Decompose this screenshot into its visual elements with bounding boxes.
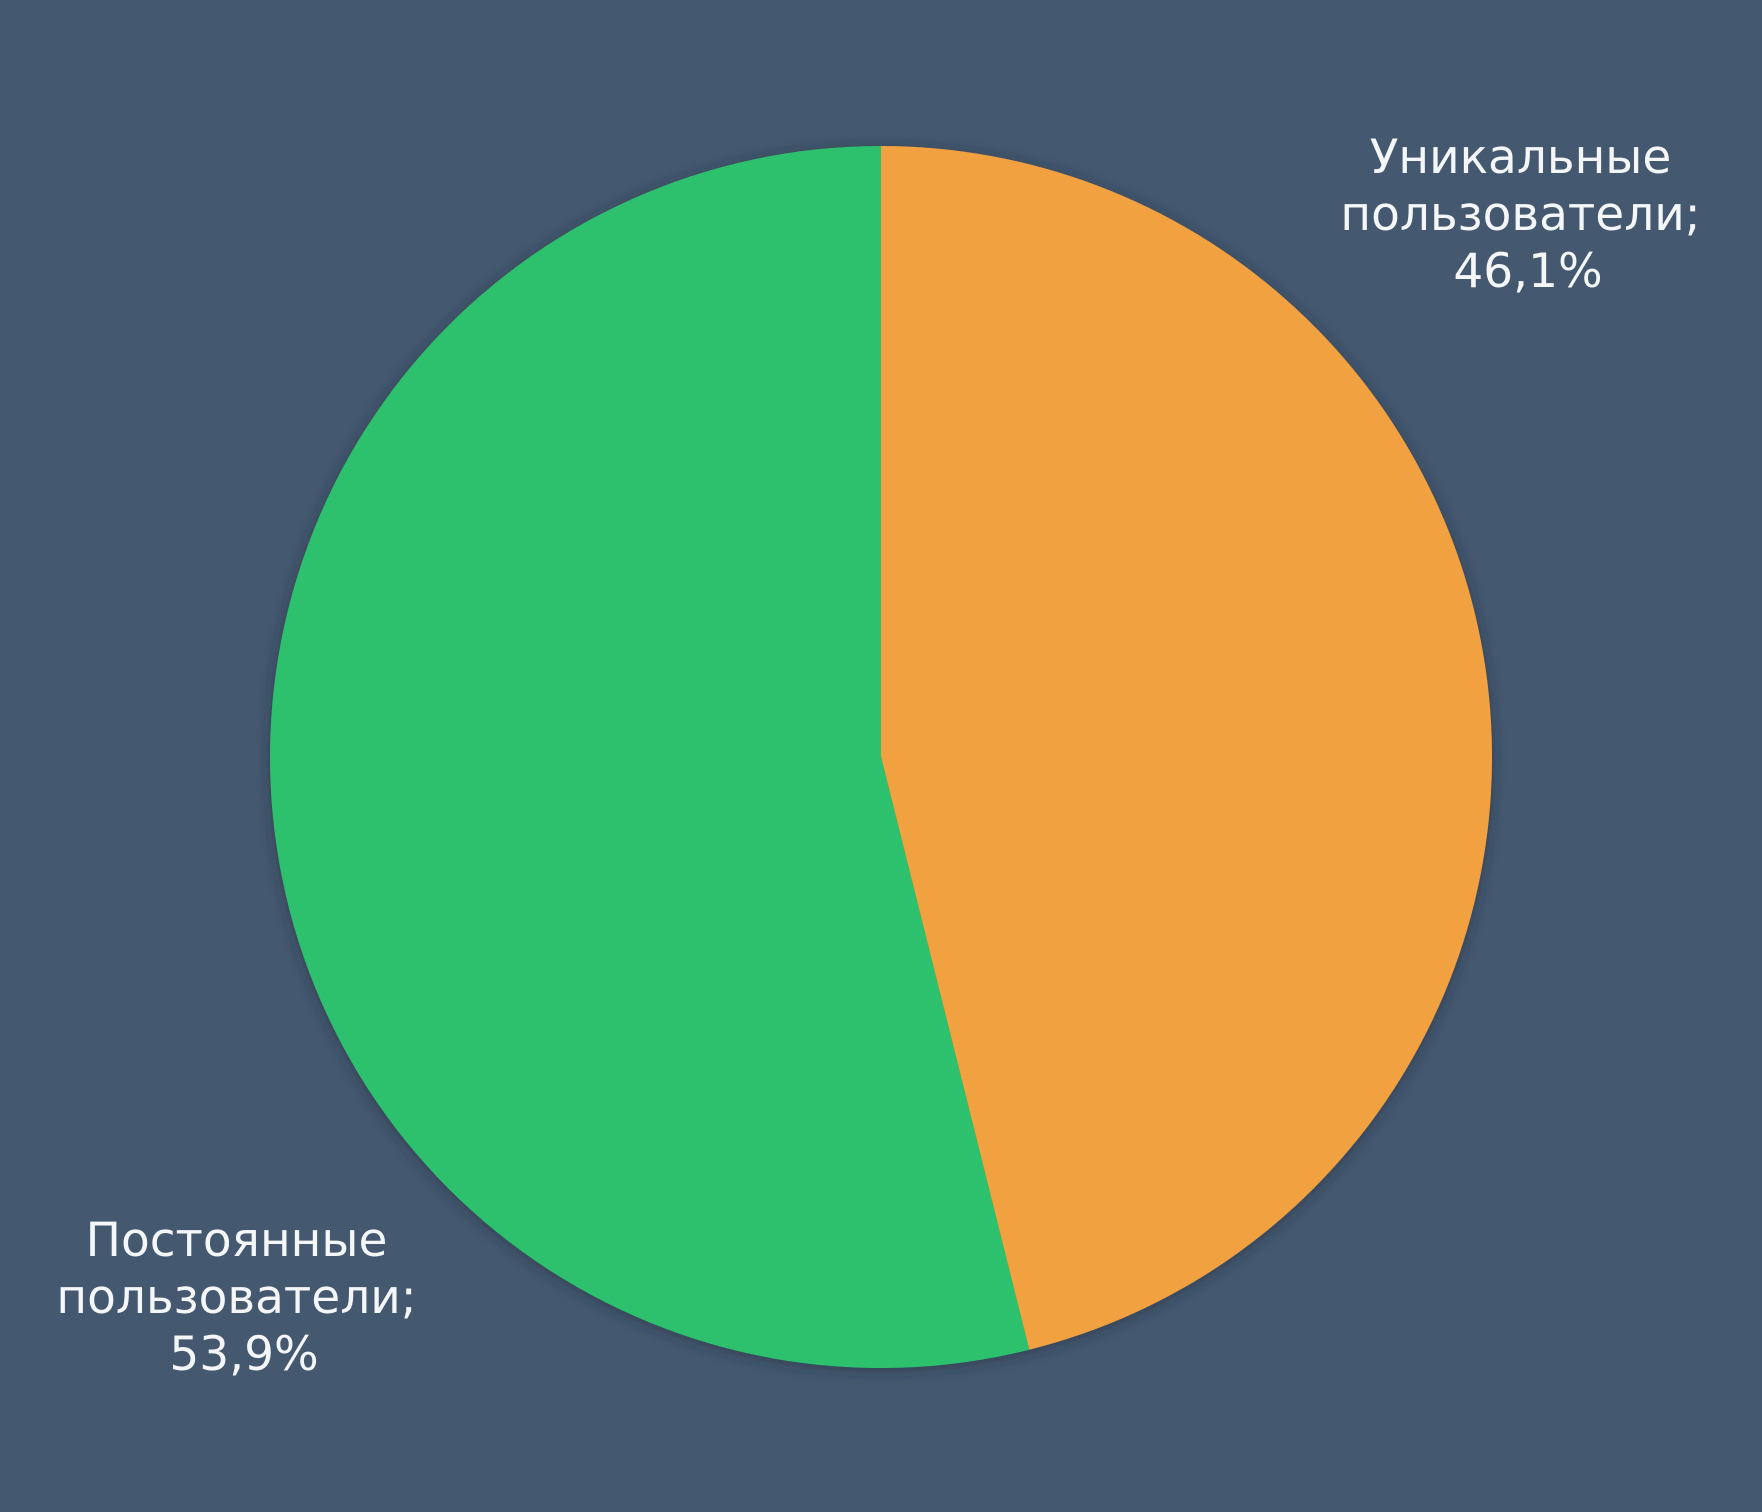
slice-label-unique-users: Уникальные пользователи; 46,1% [1340, 130, 1715, 299]
slice-label-regular-users: Постоянные пользователи; 53,9% [56, 1213, 431, 1382]
pie-slice-regular-users [270, 146, 1030, 1368]
pie-slice-unique-users [881, 146, 1493, 1350]
pie-slices [270, 146, 1493, 1368]
